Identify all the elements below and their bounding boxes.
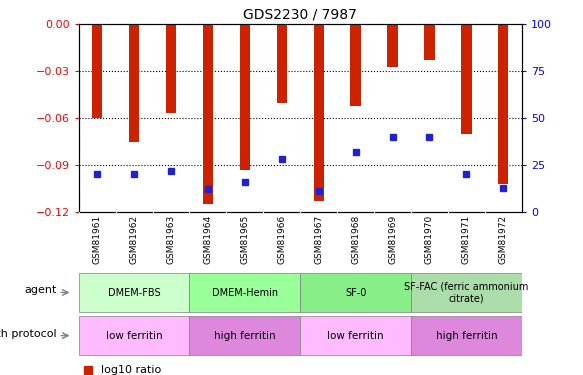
Text: DMEM-FBS: DMEM-FBS [108,288,160,297]
Text: GSM81962: GSM81962 [129,215,139,264]
Bar [92,24,103,118]
Bar [411,316,522,356]
Text: GSM81971: GSM81971 [462,215,471,264]
Text: GSM81965: GSM81965 [240,215,250,264]
Text: growth protocol: growth protocol [0,328,57,339]
Text: GSM81970: GSM81970 [425,215,434,264]
Bar [240,24,250,170]
Text: low ferritin: low ferritin [106,331,163,340]
Bar [300,316,411,356]
Text: agent: agent [24,285,57,296]
Bar [189,273,300,312]
Text: GSM81972: GSM81972 [499,215,508,264]
Text: SF-0: SF-0 [345,288,366,297]
Text: GSM81964: GSM81964 [203,215,212,264]
Bar [424,24,435,60]
Text: GSM81966: GSM81966 [278,215,286,264]
Bar [314,24,324,201]
Bar [350,24,361,106]
Bar [461,24,472,134]
Bar [79,316,189,356]
Text: GSM81969: GSM81969 [388,215,397,264]
Text: log10 ratio: log10 ratio [101,364,161,375]
Title: GDS2230 / 7987: GDS2230 / 7987 [243,8,357,22]
Bar [79,273,189,312]
Bar [129,24,139,142]
Bar [166,24,176,113]
Text: high ferritin: high ferritin [214,331,276,340]
Bar [300,273,411,312]
Bar [411,273,522,312]
Text: low ferritin: low ferritin [327,331,384,340]
Bar [387,24,398,67]
Bar [498,24,508,184]
Bar [203,24,213,204]
Text: GSM81967: GSM81967 [314,215,323,264]
Text: SF-FAC (ferric ammonium
citrate): SF-FAC (ferric ammonium citrate) [404,282,529,303]
Bar [276,24,287,102]
Text: GSM81963: GSM81963 [167,215,175,264]
Text: GSM81961: GSM81961 [93,215,101,264]
Bar [189,316,300,356]
Text: DMEM-Hemin: DMEM-Hemin [212,288,278,297]
Text: high ferritin: high ferritin [436,331,497,340]
Text: GSM81968: GSM81968 [351,215,360,264]
